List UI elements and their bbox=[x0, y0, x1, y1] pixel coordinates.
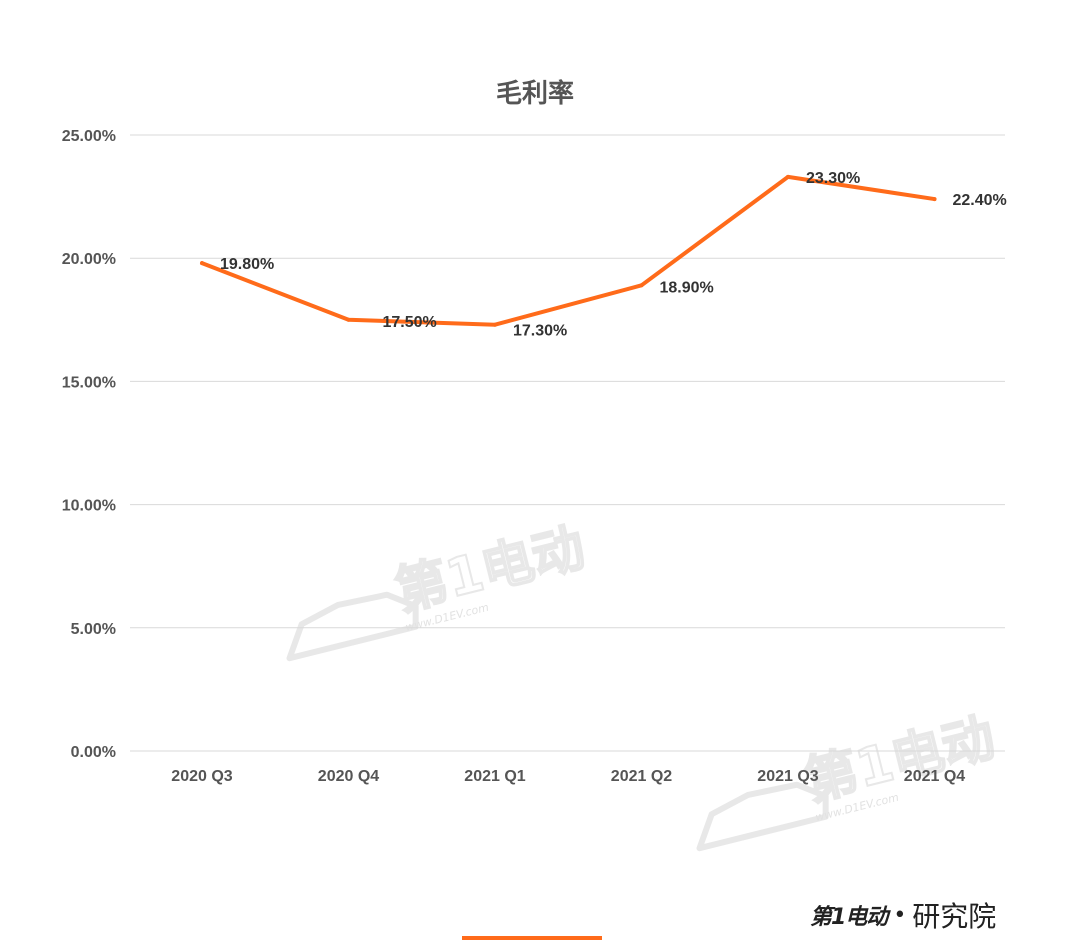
data-label: 23.30% bbox=[806, 170, 860, 187]
watermark-brand: 第1电动 bbox=[800, 708, 1001, 813]
car-outline-icon bbox=[696, 781, 829, 852]
footer-logo: 第1电动 • 研究院 bbox=[810, 893, 996, 937]
data-label: 17.30% bbox=[513, 323, 567, 340]
y-tick-label: 15.00% bbox=[62, 374, 116, 391]
data-point bbox=[932, 197, 937, 202]
chart-title: 毛利率 bbox=[496, 78, 574, 109]
y-axis-ticks: 0.00% 5.00% 10.00% 15.00% 20.00% 25.00% bbox=[62, 128, 116, 761]
data-point bbox=[346, 317, 351, 322]
gridlines bbox=[130, 134, 1005, 752]
series-line-layer bbox=[200, 174, 937, 327]
series-line bbox=[200, 174, 937, 327]
data-point bbox=[639, 283, 644, 288]
footer-brand: 第1电动 bbox=[810, 905, 888, 930]
bottom-accent-bar bbox=[462, 936, 602, 940]
footer-sub: 研究院 bbox=[912, 900, 997, 933]
x-tick-label: 2021 Q4 bbox=[904, 768, 965, 785]
data-labels: 19.80% 17.50% 17.30% 18.90% 23.30% 22.40% bbox=[220, 170, 1007, 340]
data-label: 17.50% bbox=[383, 314, 437, 331]
watermark-1: 第1电动 www.D1EV.com bbox=[286, 517, 592, 662]
data-point bbox=[786, 174, 790, 179]
x-tick-label: 2021 Q1 bbox=[464, 768, 525, 785]
watermark-brand: 第1电动 bbox=[390, 518, 591, 623]
y-tick-label: 0.00% bbox=[71, 744, 116, 761]
footer-separator: • bbox=[893, 902, 907, 928]
car-outline-icon bbox=[286, 591, 419, 662]
y-tick-label: 10.00% bbox=[62, 498, 116, 515]
x-tick-label: 2020 Q3 bbox=[171, 768, 232, 785]
data-label: 19.80% bbox=[220, 256, 274, 273]
y-tick-label: 5.00% bbox=[71, 621, 116, 638]
data-point bbox=[493, 322, 497, 327]
y-tick-label: 20.00% bbox=[62, 251, 116, 268]
x-axis-ticks: 2020 Q3 2020 Q4 2021 Q1 2021 Q2 2021 Q3 2021 … bbox=[171, 768, 965, 785]
data-label: 18.90% bbox=[660, 279, 714, 296]
x-tick-label: 2021 Q3 bbox=[757, 768, 818, 785]
data-label: 22.40% bbox=[953, 192, 1007, 209]
x-tick-label: 2021 Q2 bbox=[611, 768, 672, 785]
x-tick-label: 2020 Q4 bbox=[318, 768, 379, 785]
y-tick-label: 25.00% bbox=[62, 128, 116, 145]
data-point bbox=[200, 261, 204, 266]
